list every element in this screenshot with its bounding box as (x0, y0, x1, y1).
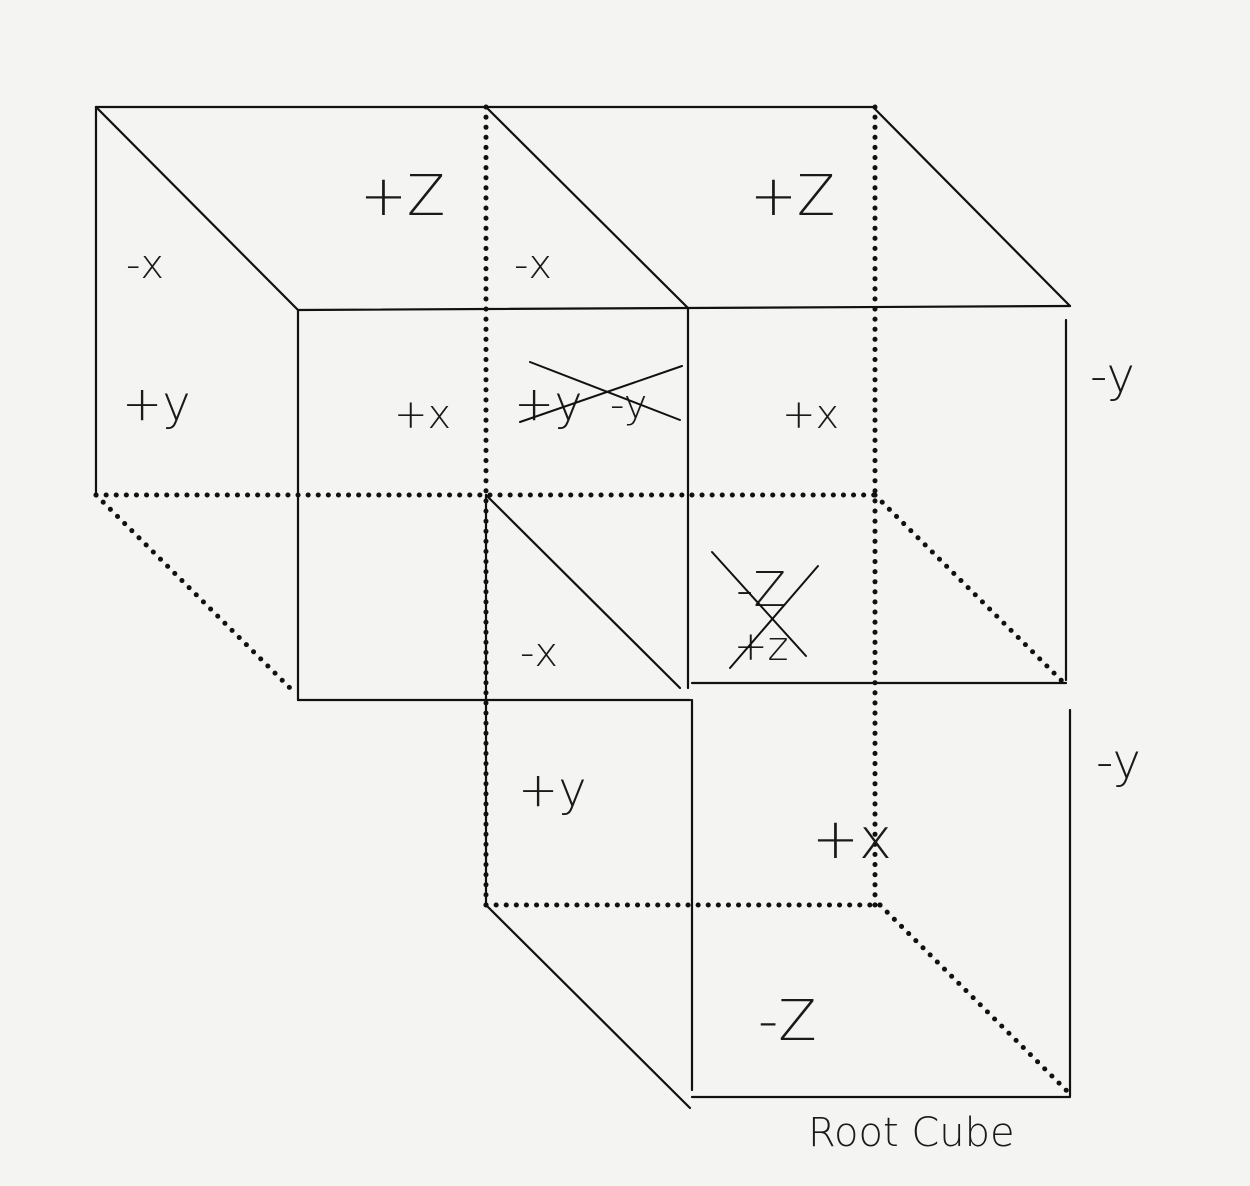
label-plus-y-lower: +y (518, 762, 587, 818)
label-minus-y-top: -y (1090, 348, 1135, 404)
label-minus-x-left: -x (126, 242, 164, 288)
root-cube-caption: Root Cube (808, 1110, 1015, 1156)
label-plus-x-root: +x (812, 807, 892, 872)
hidden-edges (93, 104, 1071, 1095)
label-plus-x-left: +x (394, 392, 451, 438)
label-plus-z-right: +Z (750, 164, 835, 229)
label-minus-x-lower: -x (520, 630, 558, 676)
label-minus-x-middle: -x (514, 242, 552, 288)
crossed-out-z-labels: -Z +z (711, 551, 819, 670)
face-labels: +Z +Z -x -x +y +x +x +y -y -y -x -Z +z +… (122, 164, 1141, 1054)
label-plus-z-left: +Z (360, 164, 445, 229)
label-minus-y-bottom: -y (1096, 734, 1141, 790)
label-plus-y-left: +y (122, 376, 191, 432)
label-minus-z-root: -Z (758, 989, 817, 1054)
label-crossed-minus-z: -Z (736, 562, 786, 618)
solid-edges (94, 105, 1072, 1110)
label-plus-x-right: +x (782, 392, 839, 438)
crossed-out-y-labels: +y -y (514, 361, 683, 432)
